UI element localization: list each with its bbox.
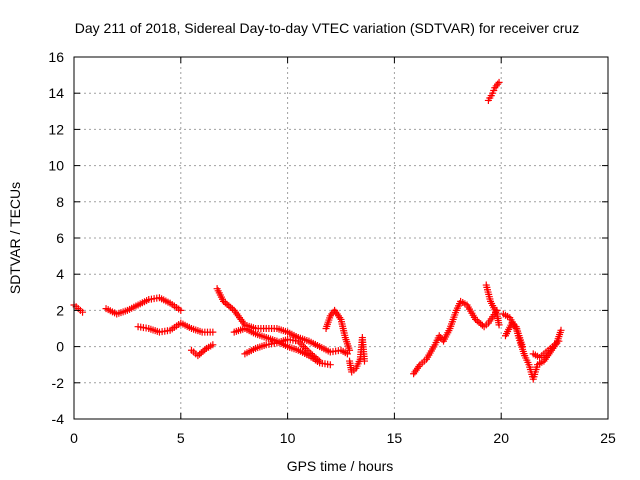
series-track-7 bbox=[241, 335, 324, 365]
data-point-marker bbox=[209, 341, 217, 349]
x-tick-label: 5 bbox=[177, 430, 185, 446]
y-tick-label: 8 bbox=[56, 194, 64, 210]
grid-layer bbox=[74, 57, 608, 419]
series-track-11 bbox=[482, 281, 503, 329]
series-track-4 bbox=[187, 341, 217, 360]
series-track-8 bbox=[322, 306, 354, 354]
data-point-marker bbox=[495, 78, 503, 86]
data-point-marker bbox=[316, 357, 324, 365]
y-tick-label: 0 bbox=[56, 339, 64, 355]
data-point-marker bbox=[177, 306, 185, 314]
series-track-3 bbox=[134, 319, 217, 336]
series-track-12 bbox=[484, 78, 503, 104]
data-point-marker bbox=[79, 308, 87, 316]
series-track-14 bbox=[501, 319, 527, 351]
series-track-1 bbox=[70, 301, 87, 316]
data-point-marker bbox=[555, 337, 563, 345]
x-axis-label: GPS time / hours bbox=[287, 458, 394, 474]
data-point-marker bbox=[326, 361, 334, 369]
x-tick-label: 10 bbox=[280, 430, 296, 446]
data-point-marker bbox=[201, 346, 209, 354]
y-tick-label: 12 bbox=[48, 121, 64, 137]
y-tick-label: 6 bbox=[56, 230, 64, 246]
y-tick-label: 10 bbox=[48, 158, 64, 174]
data-point-marker bbox=[360, 357, 368, 365]
chart-title: Day 211 of 2018, Sidereal Day-to-day VTE… bbox=[75, 20, 579, 36]
data-point-marker bbox=[300, 343, 308, 351]
data-point-marker bbox=[209, 328, 217, 336]
data-point-marker bbox=[495, 321, 503, 329]
y-tick-label: 14 bbox=[48, 85, 64, 101]
y-tick-label: 2 bbox=[56, 302, 64, 318]
y-tick-label: -4 bbox=[52, 411, 65, 427]
y-axis-label: SDTVAR / TECUs bbox=[7, 182, 23, 294]
data-point-marker bbox=[343, 350, 351, 358]
data-points bbox=[70, 78, 565, 383]
series-track-2 bbox=[102, 294, 185, 318]
series-track-10 bbox=[410, 297, 501, 378]
x-tick-label: 0 bbox=[70, 430, 78, 446]
y-tick-label: 4 bbox=[56, 266, 64, 282]
x-tick-label: 25 bbox=[600, 430, 616, 446]
data-point-marker bbox=[519, 343, 527, 351]
data-point-marker bbox=[557, 326, 565, 334]
y-tick-label: 16 bbox=[48, 49, 64, 65]
series-track-5 bbox=[213, 285, 351, 358]
y-tick-label: -2 bbox=[52, 375, 65, 391]
data-point-marker bbox=[346, 346, 354, 354]
series-track-9 bbox=[346, 334, 368, 376]
x-tick-label: 20 bbox=[493, 430, 509, 446]
series-track-15 bbox=[529, 337, 563, 361]
x-tick-label: 15 bbox=[387, 430, 403, 446]
axis-ticks: 0 5 10 15 20 25 -4 -2 0 2 4 6 8 10 12 14 16 bbox=[48, 49, 616, 446]
